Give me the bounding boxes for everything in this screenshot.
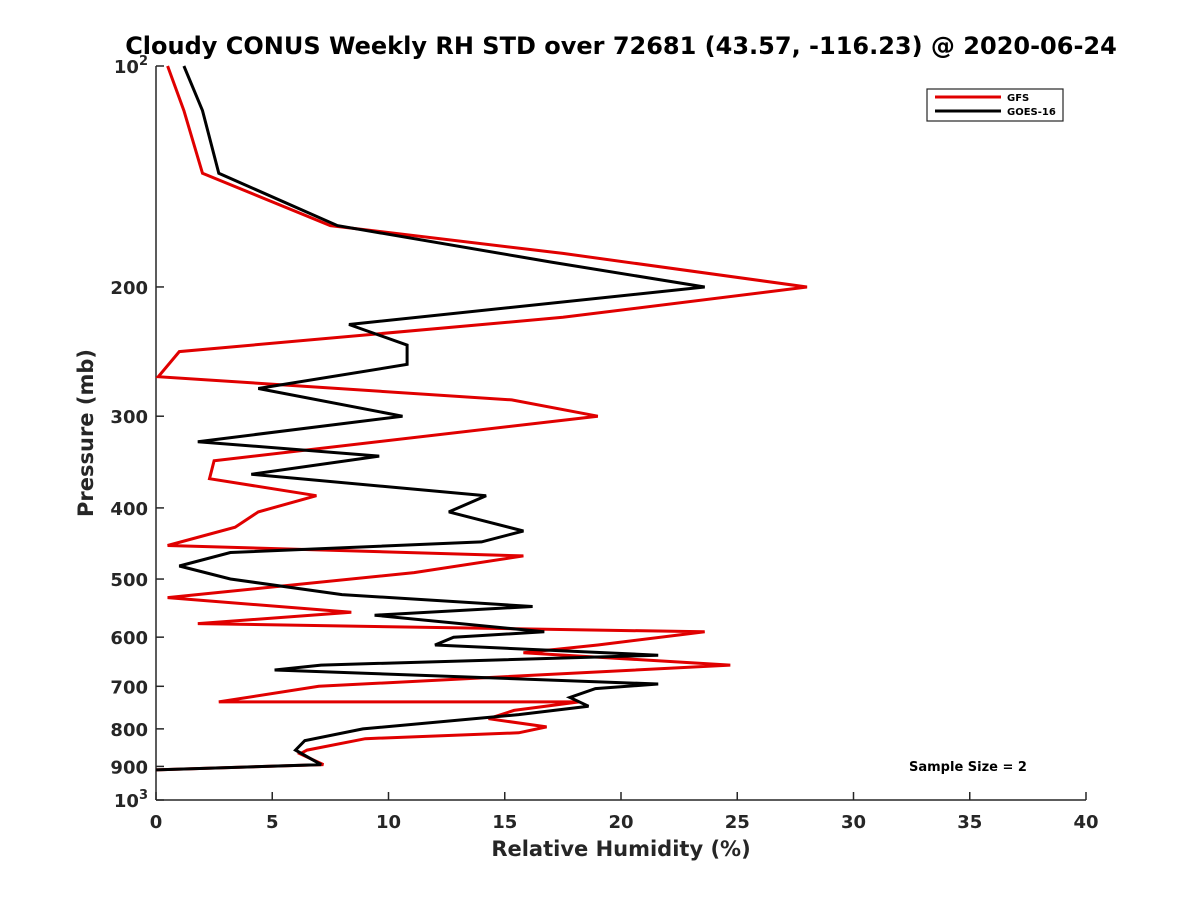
x-tick-label: 5 [266, 812, 279, 833]
x-tick-label: 10 [376, 812, 401, 833]
x-tick-label: 15 [492, 812, 517, 833]
y-tick-label: 800 [110, 720, 148, 741]
x-tick-label: 30 [841, 812, 866, 833]
y-ticks: 102 200 300 400 500 600 700 800 900 103 [110, 54, 164, 812]
x-ticks: 0 5 10 15 20 25 30 35 40 [150, 792, 1099, 833]
y-axis-label: Pressure (mb) [74, 349, 98, 517]
y-tick-label: 600 [110, 628, 148, 649]
series-layer [155, 65, 808, 772]
legend-box [926, 88, 1064, 122]
y-tick-label: 300 [110, 407, 148, 428]
series-line-goes-16 [155, 65, 705, 772]
legend-entry-label: GFS [1007, 93, 1029, 104]
x-tick-label: 0 [150, 812, 163, 833]
chart-title: Cloudy CONUS Weekly RH STD over 72681 (4… [125, 32, 1117, 60]
legend-entry-label: GOES-16 [1007, 107, 1056, 118]
x-tick-label: 20 [608, 812, 633, 833]
x-tick-label: 40 [1073, 812, 1098, 833]
y-tick-label: 500 [110, 570, 148, 591]
x-tick-label: 35 [957, 812, 982, 833]
series-line-gfs [155, 65, 808, 772]
y-tick-label: 103 [114, 788, 148, 812]
x-tick-label: 25 [725, 812, 750, 833]
y-tick-label: 102 [114, 54, 148, 78]
y-tick-label: 900 [110, 757, 148, 778]
sample-size-annotation: Sample Size = 2 [909, 760, 1027, 775]
y-tick-label: 700 [110, 677, 148, 698]
y-tick-label: 200 [110, 278, 148, 299]
x-axis-label: Relative Humidity (%) [491, 837, 750, 861]
legend: GFS GOES-16 [926, 88, 1064, 122]
y-tick-label: 400 [110, 499, 148, 520]
